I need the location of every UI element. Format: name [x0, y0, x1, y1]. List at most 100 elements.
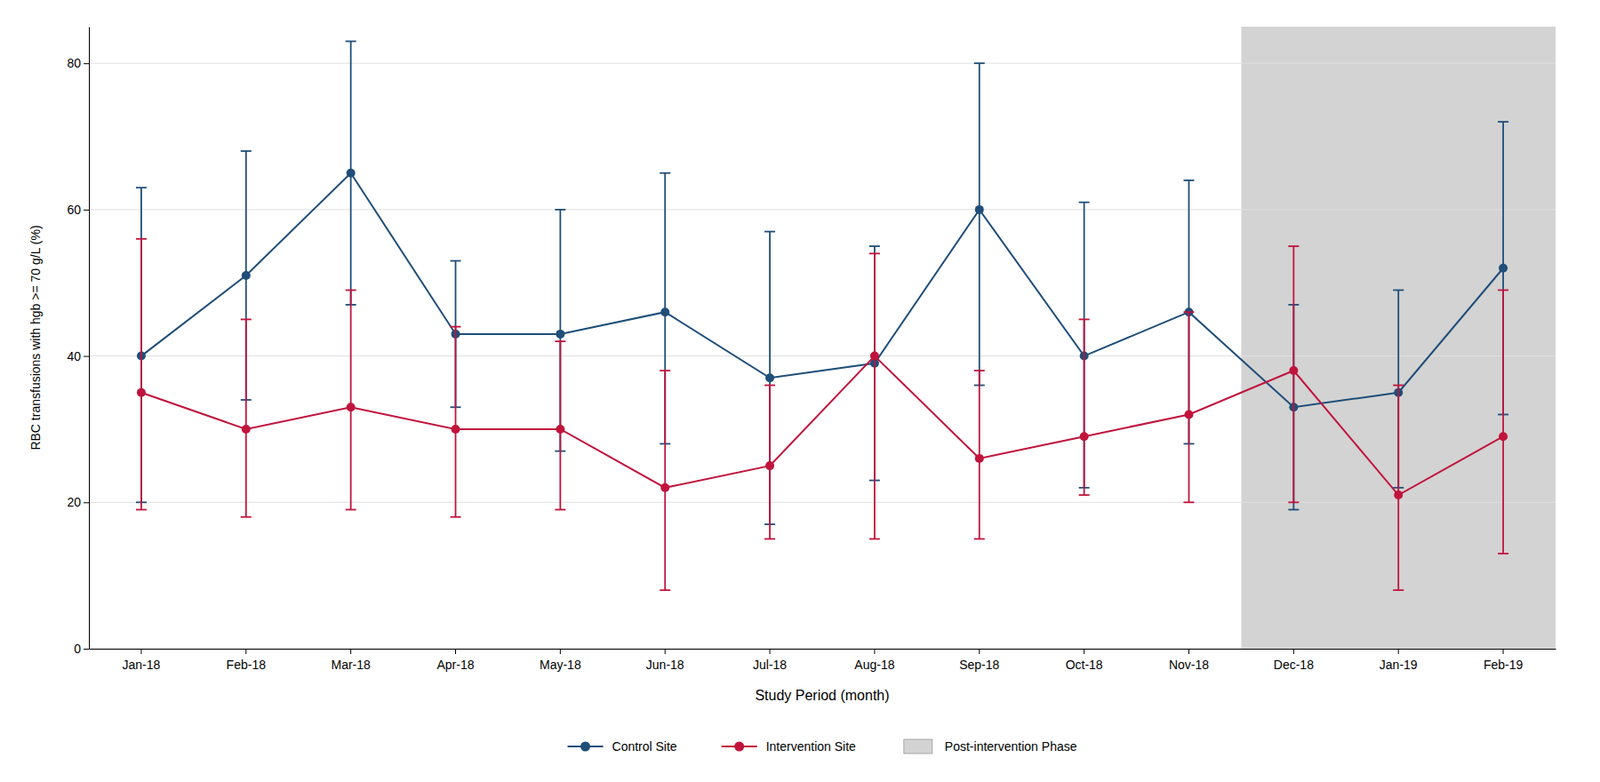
- error-bar-stem: [1083, 319, 1086, 496]
- point: [451, 424, 461, 434]
- point: [136, 388, 146, 398]
- error-bar-cap: [869, 538, 880, 541]
- x-tick-mark: [873, 648, 875, 655]
- plot-area: [88, 26, 1556, 649]
- error-bar: [974, 63, 985, 385]
- x-tick-label: Apr-18: [436, 657, 474, 672]
- point: [555, 329, 565, 339]
- error-bar: [869, 253, 880, 539]
- error-bar-cap: [764, 538, 776, 541]
- y-tick: 0: [73, 641, 89, 656]
- grid-line: [88, 208, 1556, 210]
- y-tick-mark: [83, 63, 89, 64]
- x-tick-label: Oct-18: [1065, 657, 1104, 672]
- x-tick-mark: [1188, 648, 1190, 655]
- error-bar: [659, 370, 671, 591]
- error-bar: [1184, 312, 1195, 503]
- legend: Control SiteIntervention SitePost-interv…: [568, 739, 1078, 754]
- x-tick-label: Jul-18: [752, 657, 787, 672]
- x-tick-label: Sep-18: [959, 657, 1000, 672]
- error-bar-cap: [974, 369, 985, 372]
- point: [1393, 490, 1403, 500]
- point: [1184, 409, 1194, 419]
- error-bar-stem: [1188, 312, 1191, 503]
- legend-swatch: [904, 739, 933, 754]
- error-bar-cap: [1497, 120, 1509, 123]
- y-tick: 40: [66, 349, 89, 364]
- error-bar-cap: [1079, 201, 1090, 204]
- legend-item: Post-intervention Phase: [904, 739, 1078, 754]
- error-bar-cap: [1079, 494, 1090, 496]
- error-bar-cap: [240, 150, 252, 152]
- chart: Jan-18Feb-18Mar-18Apr-18May-18Jun-18Jul-…: [0, 0, 1600, 782]
- point: [1080, 432, 1089, 441]
- error-bar-cap: [1392, 589, 1404, 592]
- error-bar-cap: [345, 289, 357, 292]
- x-tick-label: Nov-18: [1168, 657, 1209, 672]
- x-tick-mark: [1503, 648, 1504, 655]
- grid: [88, 63, 1556, 649]
- point: [660, 483, 670, 493]
- error-bar: [240, 319, 252, 517]
- x-tick-mark: [1083, 648, 1085, 655]
- x-tick-mark: [1293, 648, 1295, 655]
- x-tick-mark: [350, 648, 352, 655]
- series: [136, 239, 1509, 591]
- x-tick: Nov-18: [1168, 648, 1209, 672]
- grid-line: [88, 355, 1556, 357]
- x-tick-label: Dec-18: [1273, 657, 1314, 672]
- y-tick-label: 0: [73, 641, 81, 656]
- x-tick: Dec-18: [1273, 648, 1314, 672]
- point: [241, 271, 251, 280]
- point: [1498, 432, 1508, 441]
- error-bar-cap: [1079, 319, 1090, 321]
- x-axis: Jan-18Feb-18Mar-18Apr-18May-18Jun-18Jul-…: [89, 648, 1557, 672]
- x-tick-label: Jun-18: [646, 657, 685, 672]
- error-bar-cap: [1497, 289, 1509, 292]
- error-bar-cap: [1184, 311, 1195, 313]
- error-bar-cap: [1392, 384, 1404, 387]
- grid-line: [88, 648, 1556, 650]
- error-bar-stem: [978, 63, 981, 385]
- y-tick: 20: [66, 495, 89, 510]
- error-bar: [1392, 385, 1404, 592]
- error-bar-cap: [450, 516, 462, 519]
- error-bar-cap: [659, 589, 671, 592]
- error-bar-cap: [136, 186, 147, 189]
- y-axis-line: [88, 27, 90, 650]
- error-bar-stem: [455, 327, 457, 518]
- point: [765, 373, 775, 383]
- error-bar-cap: [554, 509, 566, 512]
- error-bar-stem: [1502, 289, 1504, 553]
- error-bar-cap: [554, 340, 566, 343]
- legend-marker: [734, 742, 744, 752]
- legend-label: Post-intervention Phase: [944, 739, 1078, 754]
- x-tick-mark: [455, 648, 456, 655]
- x-tick-label: Aug-18: [854, 657, 895, 672]
- error-bar-cap: [1184, 501, 1195, 504]
- error-bar-stem: [1397, 385, 1400, 592]
- y-tick-label: 40: [66, 349, 81, 364]
- error-bar-stem: [245, 319, 248, 517]
- point: [1498, 264, 1508, 273]
- error-bar-cap: [240, 319, 252, 321]
- error-bar-cap: [659, 369, 671, 372]
- error-bar-cap: [764, 231, 776, 233]
- grid-line: [88, 63, 1556, 64]
- error-bar: [1497, 289, 1509, 553]
- y-tick-mark: [83, 209, 89, 211]
- y-tick-mark: [83, 648, 89, 650]
- y-tick-mark: [83, 502, 89, 504]
- error-bar: [345, 289, 357, 510]
- point: [346, 402, 356, 412]
- y-axis-title: RBC transfusions with hgb >= 70 g/L (%): [28, 224, 43, 450]
- error-bar-cap: [1184, 179, 1195, 182]
- error-bar-cap: [450, 260, 462, 263]
- error-bar-cap: [136, 509, 147, 512]
- point: [975, 205, 984, 215]
- x-tick: Jan-19: [1379, 648, 1418, 672]
- x-tick-mark: [978, 648, 980, 655]
- legend-marker: [580, 742, 591, 752]
- legend-item: Control Site: [568, 739, 678, 754]
- grid-line: [88, 502, 1556, 504]
